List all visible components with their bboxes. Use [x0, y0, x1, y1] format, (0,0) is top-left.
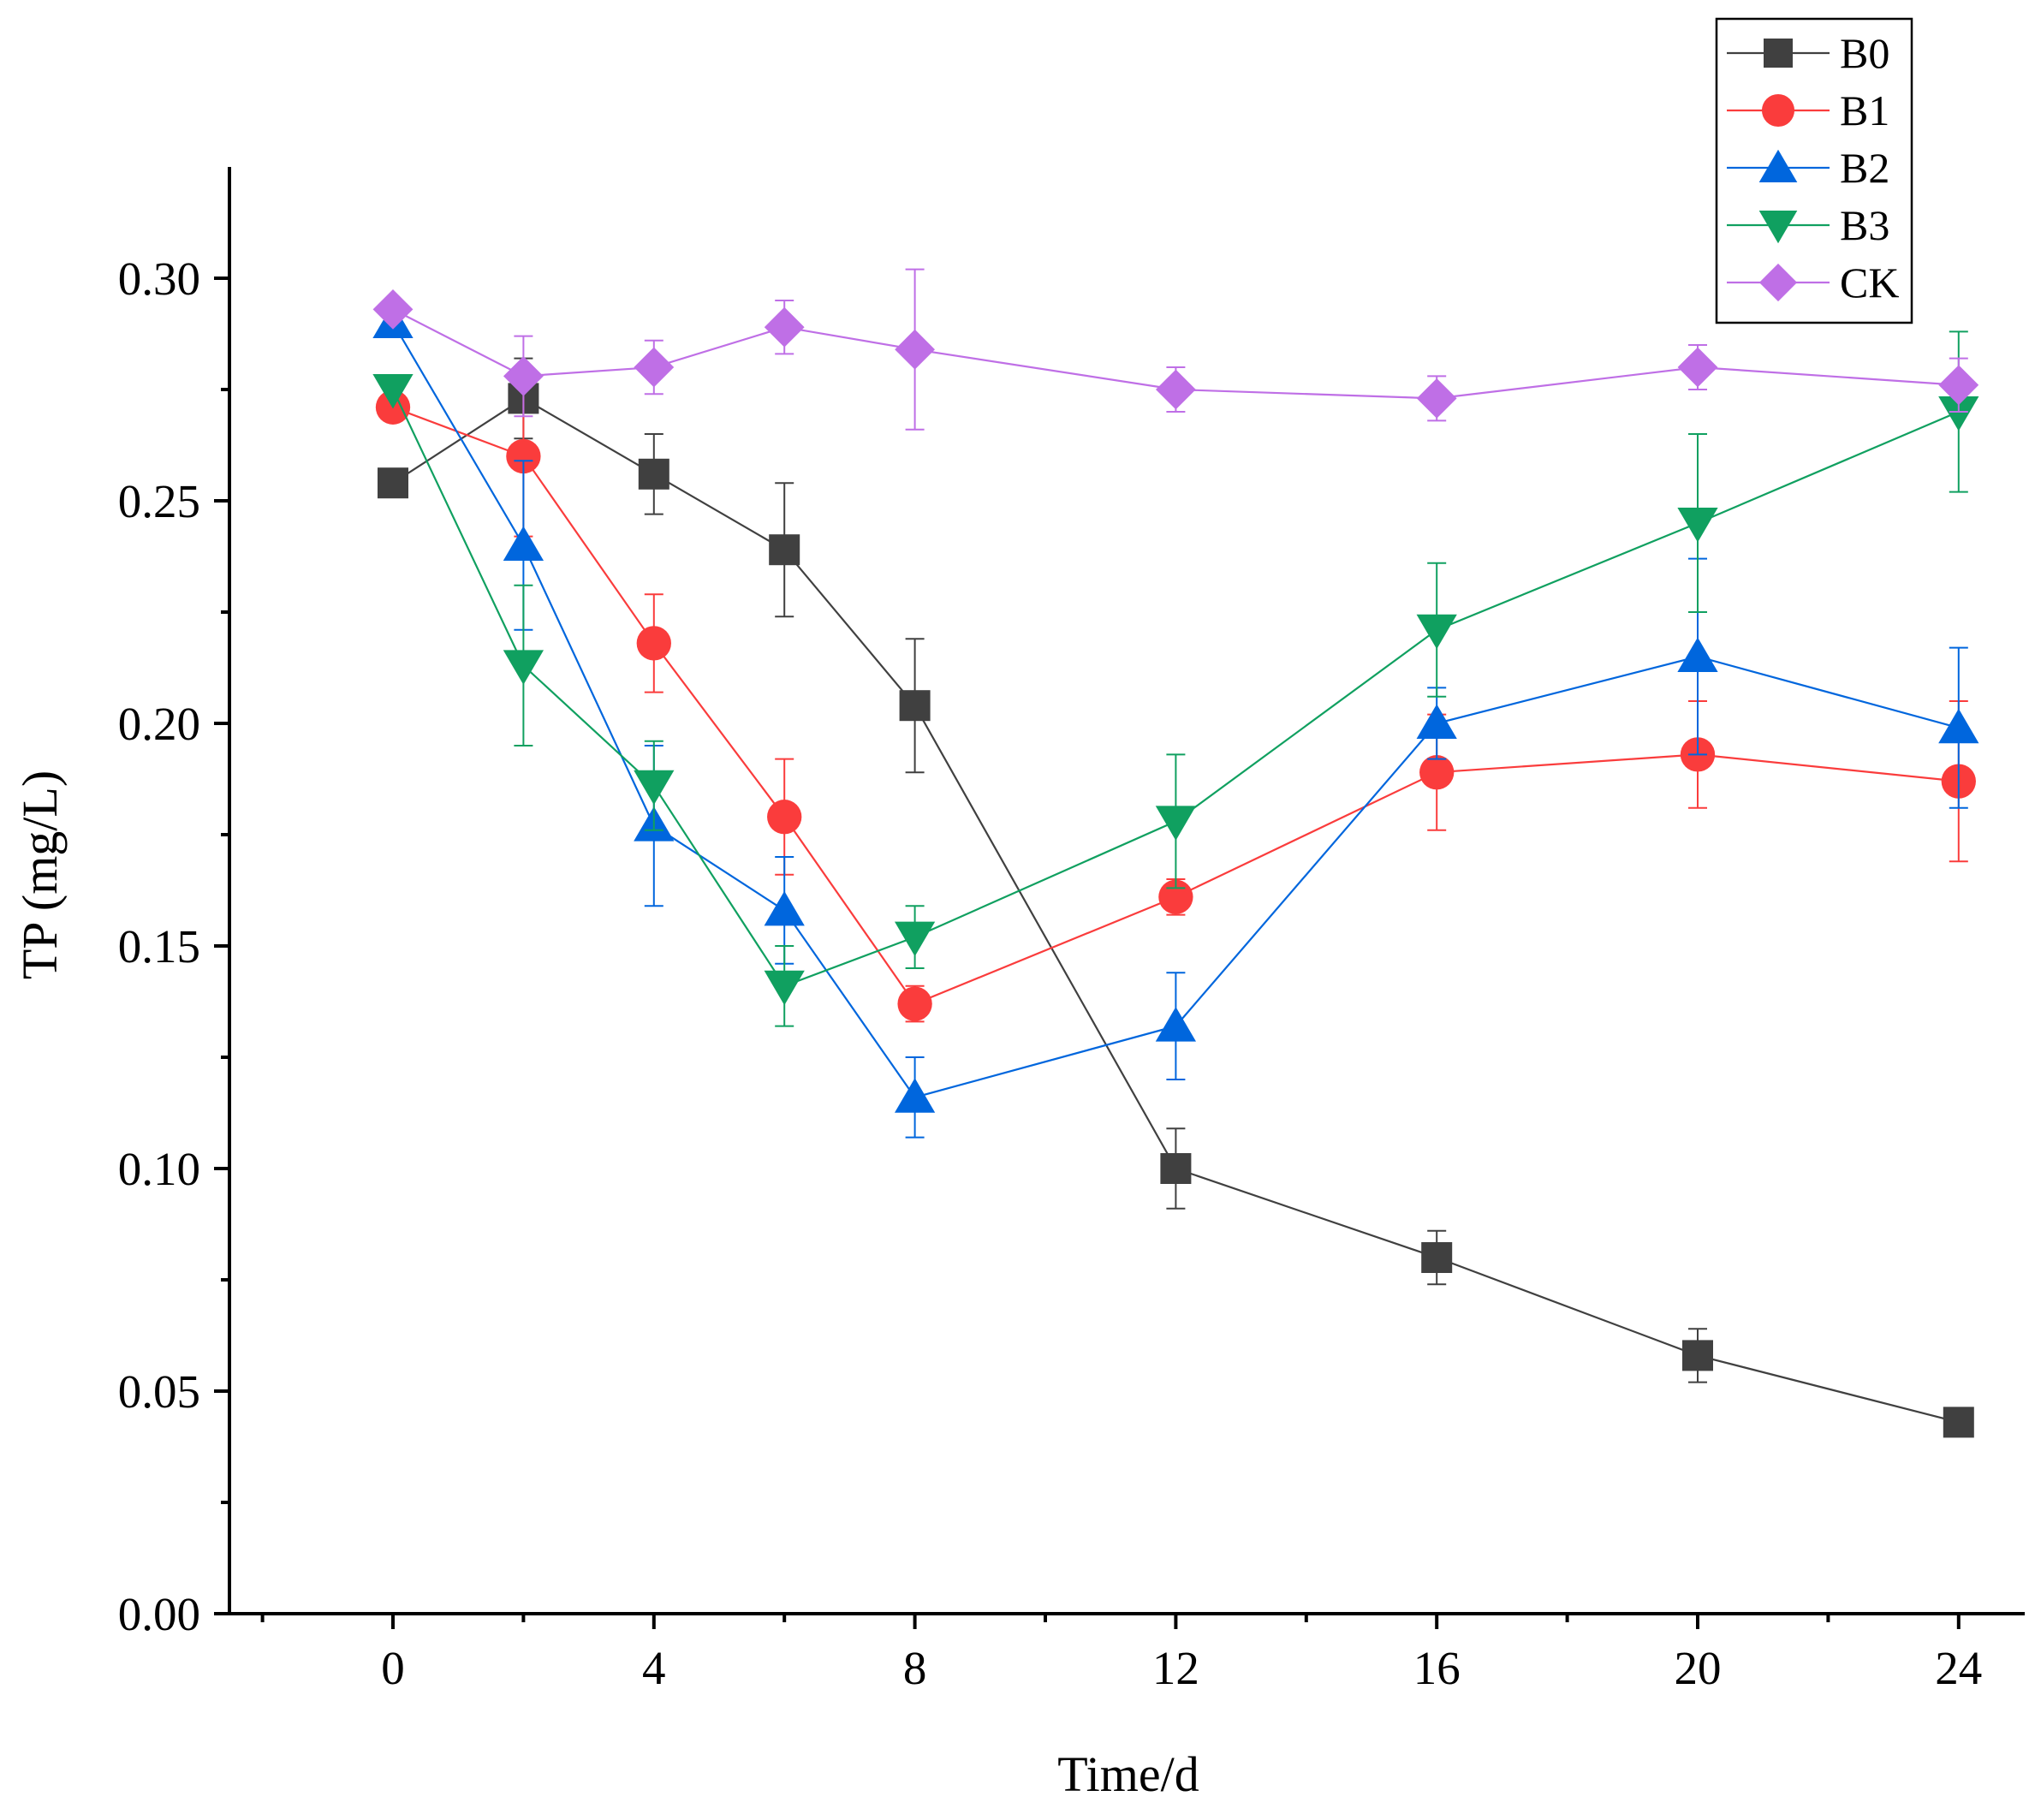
- data-point: [897, 986, 932, 1021]
- data-point: [894, 921, 936, 957]
- y-tick-label: 0.05: [118, 1365, 200, 1418]
- legend-item-b0: B0: [1727, 29, 1889, 77]
- data-point: [1416, 614, 1457, 650]
- data-point: [1421, 1242, 1453, 1273]
- data-point: [769, 534, 800, 566]
- data-point: [1938, 396, 1979, 431]
- x-tick-label: 20: [1675, 1642, 1722, 1694]
- data-point: [634, 770, 675, 806]
- data-point: [636, 626, 671, 661]
- data-point: [895, 329, 935, 370]
- data-point: [1419, 755, 1455, 790]
- data-point: [1155, 806, 1197, 841]
- data-point: [378, 467, 408, 499]
- y-tick-label: 0.25: [118, 475, 200, 527]
- x-tick-label: 12: [1152, 1642, 1199, 1694]
- legend-label: B2: [1840, 144, 1889, 192]
- legend-box: [1715, 17, 1913, 324]
- legend-label: B3: [1840, 201, 1889, 249]
- legend-item-b3: B3: [1727, 201, 1889, 249]
- x-tick-label: 0: [381, 1642, 405, 1694]
- data-point: [764, 890, 805, 926]
- y-tick-label: 0.00: [118, 1588, 200, 1640]
- series-ck: [372, 268, 1979, 431]
- x-tick-label: 16: [1413, 1642, 1461, 1694]
- data-point: [1943, 1407, 1974, 1438]
- y-tick-label: 0.15: [118, 920, 200, 972]
- legend-marker: [1758, 149, 1798, 182]
- legend-label: B1: [1840, 86, 1889, 134]
- data-point: [899, 690, 931, 722]
- data-point: [372, 374, 414, 409]
- data-point: [503, 650, 544, 685]
- data-point: [634, 347, 675, 388]
- data-point: [1677, 508, 1718, 543]
- data-point: [506, 438, 541, 474]
- x-tick-label: 4: [642, 1642, 666, 1694]
- data-point: [1938, 365, 1979, 406]
- legend-marker: [1764, 39, 1793, 68]
- series-layer: [372, 268, 1979, 1438]
- data-point: [1677, 347, 1718, 388]
- series-b2: [372, 303, 1979, 1139]
- data-point: [767, 800, 802, 835]
- data-point: [638, 458, 669, 490]
- y-tick-label: 0.20: [118, 698, 200, 750]
- series-b3: [372, 330, 1979, 1027]
- data-point: [1156, 369, 1196, 410]
- legend-marker: [1758, 211, 1798, 244]
- legend-label: B0: [1840, 29, 1889, 77]
- data-point: [764, 970, 805, 1006]
- data-point: [503, 356, 544, 396]
- data-point: [372, 289, 414, 330]
- legend-marker: [1761, 93, 1795, 128]
- data-point: [764, 306, 805, 348]
- legend-item-b2: B2: [1727, 144, 1889, 192]
- y-tick-label: 0.10: [118, 1143, 200, 1195]
- data-point: [894, 1078, 936, 1113]
- legend-item-ck: CK: [1727, 259, 1899, 306]
- x-axis-title: Time/d: [1057, 1746, 1199, 1802]
- y-axis-title: TP (mg/L): [12, 770, 68, 979]
- series-b1: [375, 375, 1976, 1023]
- x-tick-label: 8: [903, 1642, 927, 1694]
- legend: B0 B1 B2 B3 CK: [1715, 17, 1913, 324]
- data-point: [503, 526, 544, 561]
- axes: 0.00 0.05 0.10 0.15 0.20 0.25 0.30 0 4 8 12 16 20 24: [118, 167, 2025, 1694]
- data-point: [1416, 378, 1457, 419]
- y-tick-label: 0.30: [118, 253, 200, 305]
- legend-item-b1: B1: [1727, 86, 1889, 134]
- data-point: [1155, 1007, 1197, 1042]
- data-point: [1677, 637, 1718, 672]
- legend-marker: [1758, 263, 1798, 302]
- data-point: [1682, 1340, 1713, 1371]
- data-point: [1160, 1153, 1192, 1184]
- x-tick-label: 24: [1935, 1642, 1982, 1694]
- data-point: [1938, 708, 1979, 744]
- data-point: [1416, 704, 1457, 739]
- legend-label: CK: [1840, 259, 1899, 306]
